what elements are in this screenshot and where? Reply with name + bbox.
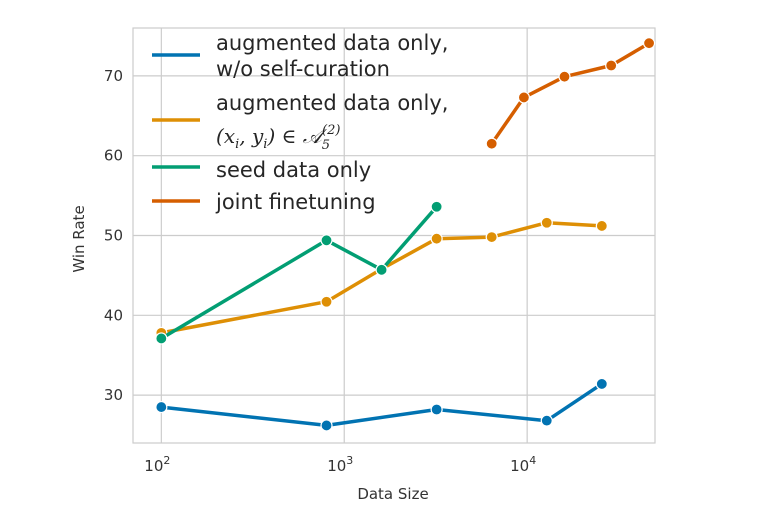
- plot-frame: [132, 27, 656, 444]
- series-1: [155, 216, 608, 339]
- legend-item-3: joint finetuning: [152, 190, 376, 214]
- legend-math-label: (xi, yi) ∈ 𝒜5(2): [216, 123, 340, 153]
- x-tick-label: 102: [144, 454, 170, 475]
- legend: augmented data only,w/o self-curationaug…: [152, 31, 448, 214]
- y-tick-label: 50: [104, 227, 123, 245]
- data-point: [320, 419, 333, 432]
- data-point: [320, 234, 333, 247]
- data-point: [605, 59, 618, 72]
- series-2: [155, 200, 443, 345]
- data-point: [320, 295, 333, 308]
- series-line: [159, 220, 604, 335]
- data-point: [642, 37, 656, 50]
- data-point: [540, 414, 553, 427]
- y-tick-label: 30: [104, 386, 123, 404]
- data-point: [375, 263, 388, 276]
- grid: [133, 28, 655, 443]
- series-line: [159, 205, 439, 341]
- legend-item-1: augmented data only, (xi, yi) ∈ 𝒜5(2): [152, 91, 448, 153]
- tick-labels: 30 40 50 60 70 102 103 104: [104, 67, 536, 475]
- data-point: [540, 216, 553, 229]
- legend-label: joint finetuning: [215, 190, 376, 214]
- series-layer: [155, 37, 656, 432]
- x-tick-label: 103: [327, 454, 353, 475]
- legend-item-2: seed data only: [152, 158, 371, 182]
- x-axis-title: Data Size: [357, 485, 428, 503]
- data-point: [155, 400, 168, 414]
- data-point: [430, 200, 443, 213]
- data-point: [517, 91, 531, 104]
- series-0: [155, 377, 608, 432]
- data-point: [595, 219, 608, 233]
- data-point: [558, 70, 571, 83]
- y-tick-label: 60: [104, 147, 123, 165]
- legend-label: augmented data only,: [216, 31, 448, 55]
- legend-label: seed data only: [216, 158, 371, 182]
- data-point: [485, 137, 498, 150]
- data-point: [430, 403, 443, 416]
- series-3: [485, 37, 656, 150]
- legend-item-0: augmented data only,w/o self-curation: [152, 31, 448, 81]
- data-point: [430, 232, 443, 245]
- legend-label: w/o self-curation: [216, 57, 390, 81]
- y-axis-title: Win Rate: [70, 205, 88, 272]
- data-point: [485, 230, 498, 244]
- data-point: [155, 332, 168, 345]
- y-tick-label: 40: [104, 306, 123, 324]
- legend-label: augmented data only,: [216, 91, 448, 115]
- y-tick-label: 70: [104, 67, 123, 85]
- data-point: [595, 377, 608, 391]
- x-tick-label: 104: [510, 454, 536, 475]
- series-line: [489, 41, 651, 146]
- series-line: [159, 382, 604, 428]
